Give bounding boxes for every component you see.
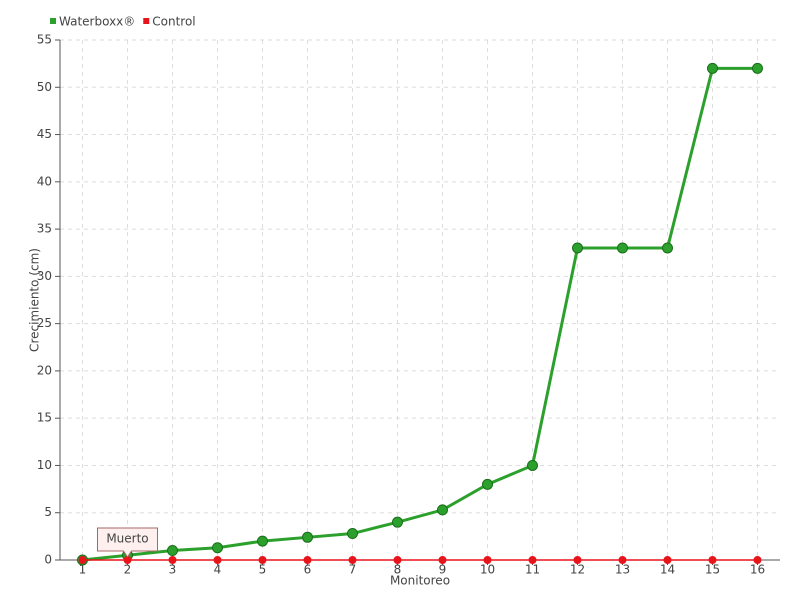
x-tick-label: 16 bbox=[750, 563, 765, 577]
y-tick-label: 40 bbox=[37, 174, 52, 188]
x-tick-label: 6 bbox=[304, 563, 312, 577]
y-tick-label: 20 bbox=[37, 363, 52, 377]
x-tick-label: 8 bbox=[394, 563, 402, 577]
data-point bbox=[258, 556, 267, 564]
y-tick-label: 30 bbox=[37, 269, 52, 283]
data-point bbox=[662, 242, 673, 254]
x-tick-label: 2 bbox=[124, 563, 132, 577]
x-tick-label: 12 bbox=[570, 563, 585, 577]
x-tick-label: 11 bbox=[525, 563, 540, 577]
x-tick-label: 13 bbox=[615, 563, 630, 577]
data-point bbox=[213, 556, 222, 564]
data-point bbox=[753, 556, 762, 564]
annotation: Muerto bbox=[106, 532, 148, 546]
data-point bbox=[707, 62, 718, 74]
data-point bbox=[573, 556, 582, 564]
data-point bbox=[483, 556, 492, 564]
data-point bbox=[347, 528, 358, 540]
series-line bbox=[82, 66, 758, 562]
x-tick-label: 15 bbox=[705, 563, 720, 577]
x-tick-label: 7 bbox=[349, 563, 357, 577]
legend-swatch bbox=[50, 18, 56, 24]
data-point bbox=[168, 556, 177, 564]
data-point bbox=[167, 545, 178, 557]
y-tick-label: 10 bbox=[37, 458, 52, 472]
y-tick-label: 55 bbox=[37, 33, 52, 47]
data-point bbox=[438, 556, 447, 564]
y-tick-label: 5 bbox=[44, 505, 52, 519]
y-axis-label: Crecimiento (cm) bbox=[28, 248, 42, 352]
data-point bbox=[437, 504, 448, 516]
legend-swatch bbox=[143, 18, 150, 24]
x-tick-label: 4 bbox=[214, 563, 222, 577]
data-point bbox=[78, 556, 87, 564]
data-point bbox=[663, 556, 672, 564]
data-point bbox=[303, 556, 312, 564]
data-point bbox=[392, 516, 403, 528]
x-tick-label: 5 bbox=[259, 563, 267, 577]
y-tick-label: 15 bbox=[37, 411, 52, 425]
y-tick-label: 0 bbox=[44, 553, 52, 567]
y-tick-label: 45 bbox=[37, 127, 52, 141]
x-tick-label: 9 bbox=[439, 563, 447, 577]
data-point bbox=[527, 459, 538, 471]
data-point bbox=[393, 556, 402, 564]
data-point bbox=[482, 478, 493, 490]
x-tick-label: 10 bbox=[480, 563, 495, 577]
x-tick-label: 14 bbox=[660, 563, 675, 577]
x-axis-label: Monitoreo bbox=[390, 574, 450, 588]
data-point bbox=[302, 531, 313, 543]
x-tick-label: 3 bbox=[169, 563, 177, 577]
data-point bbox=[212, 542, 223, 554]
x-tick-label: 1 bbox=[79, 563, 87, 577]
y-tick-label: 50 bbox=[37, 80, 52, 94]
data-point bbox=[617, 242, 628, 254]
y-tick-label: 35 bbox=[37, 222, 52, 236]
data-point bbox=[708, 556, 717, 564]
legend-label: Waterboxx® bbox=[59, 15, 135, 29]
legend-label: Control bbox=[152, 15, 195, 29]
data-point bbox=[528, 556, 537, 564]
annotation-box bbox=[97, 527, 158, 558]
data-point bbox=[752, 62, 763, 74]
data-point bbox=[257, 535, 268, 547]
data-point bbox=[348, 556, 357, 564]
y-tick-label: 25 bbox=[37, 316, 52, 330]
data-point bbox=[572, 242, 583, 254]
data-point bbox=[618, 556, 627, 564]
